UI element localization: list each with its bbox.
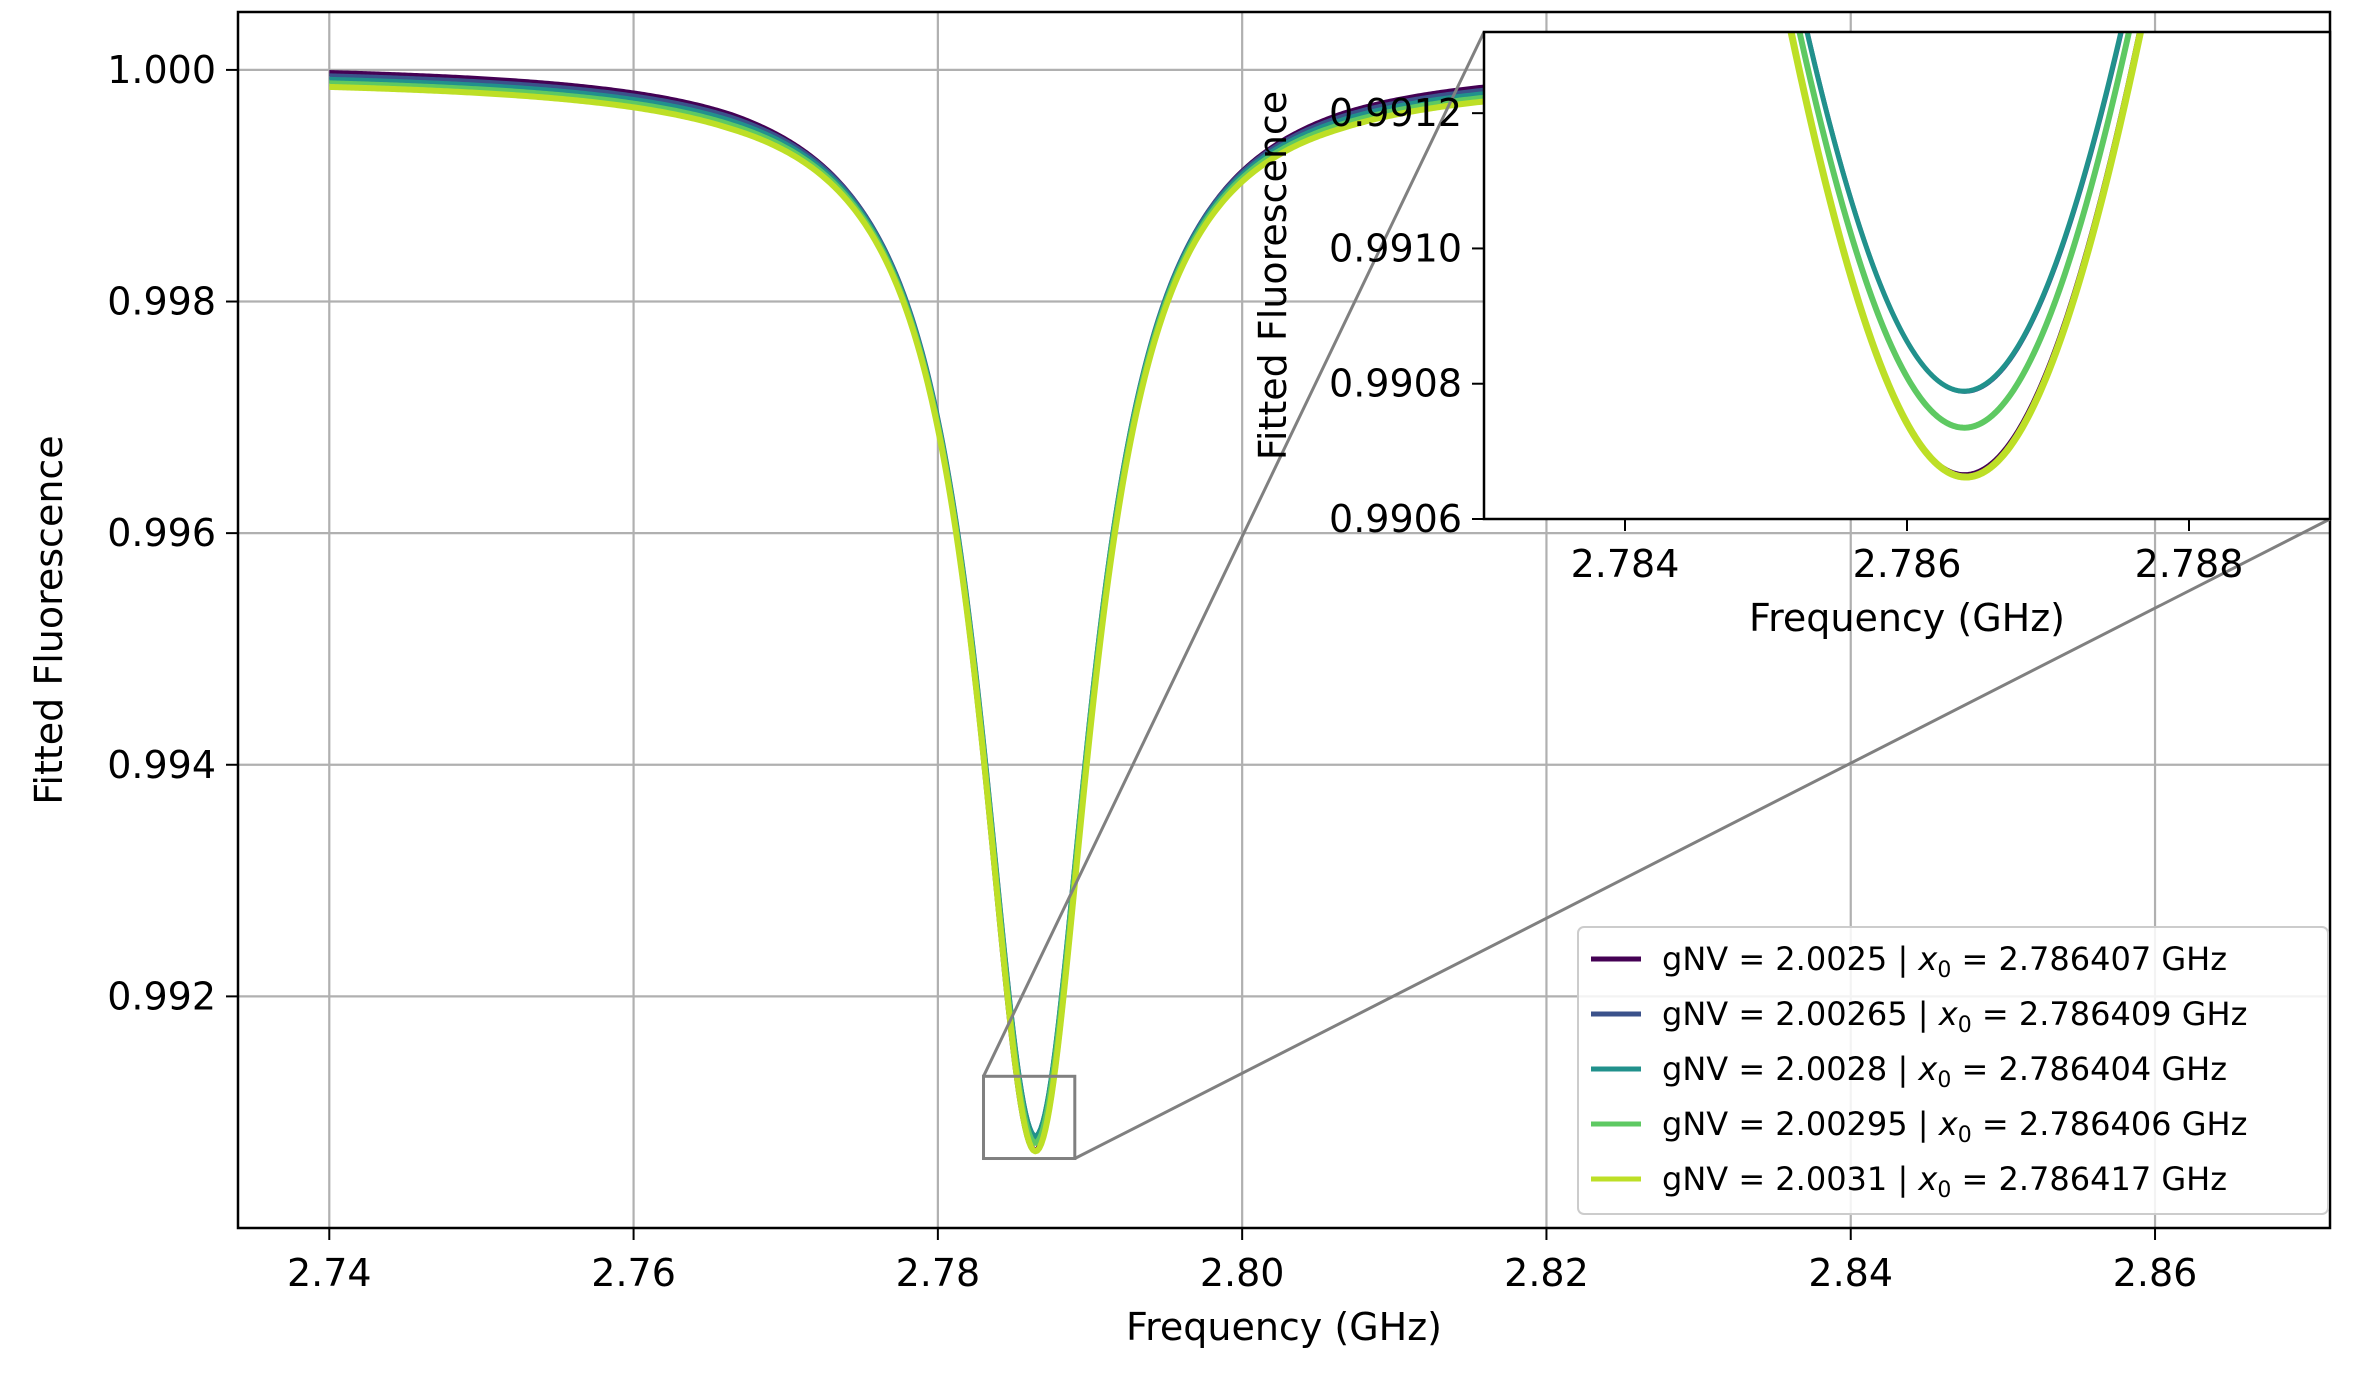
zoom-connector-line — [1074, 517, 2331, 1160]
inset-y-ticks: 0.9906 0.9908 0.9910 0.9912 — [1329, 91, 1484, 541]
legend-label-1: gNV = 2.0025 | x0 = 2.786407 GHz — [1662, 940, 2227, 983]
zoom-region-box — [982, 1074, 1077, 1161]
inset-background — [1484, 32, 2330, 519]
inset-series-group — [1787, 32, 2145, 481]
inset-x-tick-label: 2.786 — [1853, 542, 1962, 586]
legend-label-4: gNV = 2.00295 | x0 = 2.786406 GHz — [1662, 1105, 2247, 1148]
inset-y-axis-label: Fitted Fluorescence — [1251, 91, 1295, 460]
y-tick-label: 0.996 — [107, 511, 216, 555]
inset-x-tick-label: 2.788 — [2135, 542, 2244, 586]
x-tick-label: 2.82 — [1504, 1251, 1589, 1295]
legend-label-3: gNV = 2.0028 | x0 = 2.786404 GHz — [1662, 1050, 2227, 1093]
zoom-connector-line — [982, 31, 1486, 1077]
legend-label-2: gNV = 2.00265 | x0 = 2.786409 GHz — [1662, 995, 2247, 1038]
inset-series-line-4 — [1796, 32, 2133, 431]
inset-x-ticks: 2.784 2.786 2.788 — [1571, 519, 2244, 586]
y-tick-label: 0.998 — [107, 280, 216, 324]
legend-box — [1577, 926, 2329, 1215]
y-tick-label: 0.992 — [107, 974, 216, 1018]
inset-y-tick-label: 0.9908 — [1329, 362, 1462, 406]
x-tick-label: 2.76 — [591, 1251, 676, 1295]
y-tick-label: 1.000 — [107, 48, 216, 92]
y-tick-label: 0.994 — [107, 743, 216, 787]
main-y-ticks: 0.992 0.994 0.996 0.998 1.000 — [107, 48, 238, 1018]
legend-label-5: gNV = 2.0031 | x0 = 2.786417 GHz — [1662, 1160, 2227, 1203]
zoom-indicator — [982, 31, 2331, 1161]
x-tick-label: 2.78 — [896, 1251, 981, 1295]
x-tick-label: 2.74 — [287, 1251, 372, 1295]
x-tick-label: 2.80 — [1200, 1251, 1285, 1295]
x-tick-label: 2.84 — [1808, 1251, 1893, 1295]
inset-y-tick-label: 0.9910 — [1329, 226, 1462, 270]
inset-series-line-3 — [1804, 32, 2124, 394]
x-tick-label: 2.86 — [2113, 1251, 2198, 1295]
legend: gNV = 2.0025 | x0 = 2.786407 GHz gNV = 2.… — [1577, 926, 2329, 1215]
main-x-ticks: 2.74 2.76 2.78 2.80 2.82 2.84 2.86 — [287, 1228, 2197, 1295]
inset-series-line-5 — [1787, 32, 2145, 481]
inset-x-tick-label: 2.784 — [1571, 542, 1680, 586]
main-x-axis-label: Frequency (GHz) — [1126, 1305, 1442, 1349]
inset-x-axis-label: Frequency (GHz) — [1749, 596, 2065, 640]
main-plot-frame — [236, 10, 2332, 1230]
inset-y-tick-label: 0.9906 — [1329, 497, 1462, 541]
main-y-axis-label: Fitted Fluorescence — [27, 435, 71, 804]
inset-y-tick-label: 0.9912 — [1329, 91, 1462, 135]
